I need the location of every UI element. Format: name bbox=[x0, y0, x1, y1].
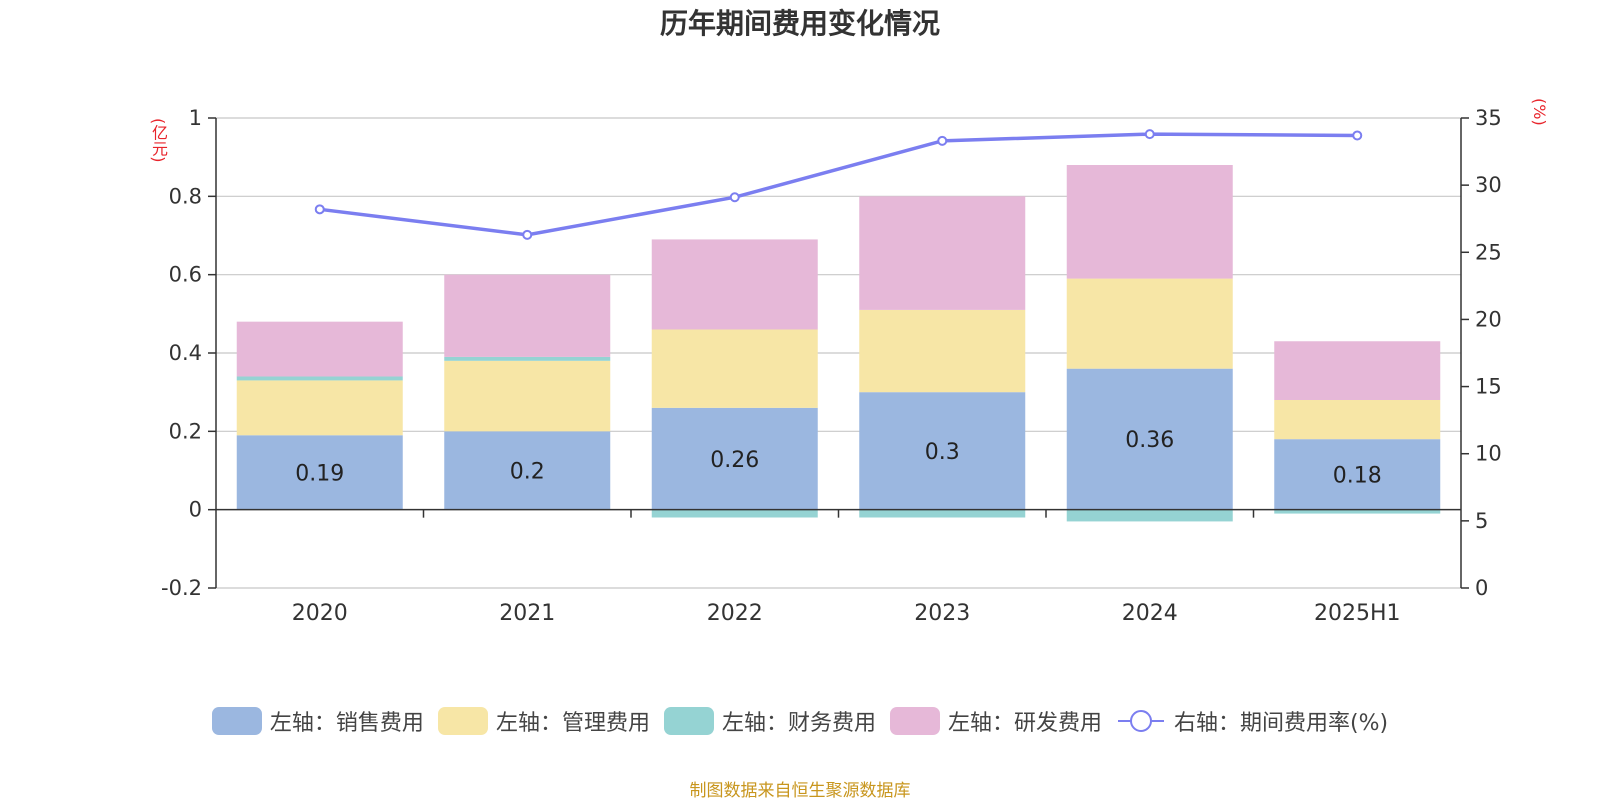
bar-finance-2023 bbox=[859, 509, 1026, 518]
right-axis-unit-label: (%) bbox=[1530, 98, 1549, 126]
legend-item-admin[interactable]: 左轴：管理费用 bbox=[437, 705, 650, 737]
legend-swatch-sales bbox=[211, 707, 262, 735]
bar-admin-2020 bbox=[236, 380, 403, 436]
left-tick-label: 0 bbox=[189, 498, 202, 522]
bar-admin-2023 bbox=[859, 309, 1026, 393]
left-tick-label: 1 bbox=[189, 106, 202, 130]
expense-ratio-point bbox=[729, 192, 740, 203]
right-tick-label: 25 bbox=[1475, 240, 1502, 264]
bar-rnd-2022 bbox=[651, 239, 818, 330]
bar-rnd-2021 bbox=[444, 274, 611, 357]
bar-admin-2024 bbox=[1066, 278, 1233, 369]
bar-finance-2025H1 bbox=[1274, 509, 1441, 514]
category-label: 2020 bbox=[292, 601, 348, 626]
expense-ratio-point bbox=[522, 229, 533, 240]
legend-item-finance[interactable]: 左轴：财务费用 bbox=[663, 705, 876, 737]
bar-rnd-2024 bbox=[1066, 165, 1233, 279]
bar-rnd-2025H1 bbox=[1274, 341, 1441, 400]
legend-item-sales[interactable]: 左轴：销售费用 bbox=[211, 705, 424, 737]
legend-swatch-admin bbox=[437, 707, 488, 735]
left-tick-label: 0.6 bbox=[169, 263, 202, 287]
left-axis-unit-label: (亿元) bbox=[149, 118, 168, 163]
chart-legend: 左轴：销售费用 左轴：管理费用 左轴：财务费用 左轴：研发费用 右轴：期间费用率… bbox=[0, 705, 1600, 737]
data-label: 0.3 bbox=[925, 440, 960, 465]
left-tick-label: -0.2 bbox=[161, 576, 202, 600]
legend-label-sales: 左轴：销售费用 bbox=[269, 711, 424, 736]
category-label: 2023 bbox=[914, 601, 970, 626]
data-label: 0.26 bbox=[710, 448, 759, 473]
category-label: 2024 bbox=[1122, 601, 1178, 626]
right-tick-label: 10 bbox=[1475, 442, 1502, 466]
expense-ratio-line bbox=[319, 132, 1358, 237]
expense-ratio-point bbox=[314, 204, 325, 215]
data-label: 0.18 bbox=[1333, 463, 1382, 488]
bar-admin-2025H1 bbox=[1274, 400, 1441, 440]
data-label: 0.19 bbox=[295, 461, 344, 486]
right-tick-label: 15 bbox=[1475, 375, 1502, 399]
legend-item-expense-ratio[interactable]: 右轴：期间费用率(%) bbox=[1116, 705, 1388, 737]
legend-label-rnd: 左轴：研发费用 bbox=[947, 711, 1102, 736]
data-label: 0.2 bbox=[510, 460, 545, 485]
legend-label-admin: 左轴：管理费用 bbox=[495, 711, 650, 736]
category-label: 2022 bbox=[707, 601, 763, 626]
expense-ratio-point bbox=[937, 135, 948, 146]
category-label: 2025H1 bbox=[1314, 601, 1401, 626]
legend-label-expense-ratio: 右轴：期间费用率(%) bbox=[1173, 711, 1389, 736]
right-tick-label: 5 bbox=[1475, 509, 1488, 533]
right-tick-label: 35 bbox=[1475, 106, 1502, 130]
bar-sales-2021 bbox=[444, 431, 611, 510]
bar-admin-2022 bbox=[651, 329, 818, 408]
legend-swatch-finance bbox=[663, 707, 714, 735]
right-tick-label: 0 bbox=[1475, 576, 1488, 600]
bar-finance-2020 bbox=[236, 376, 403, 381]
right-tick-label: 20 bbox=[1475, 307, 1502, 331]
expense-ratio-point bbox=[1352, 130, 1363, 141]
bar-sales-2023 bbox=[859, 392, 1026, 510]
bar-sales-2022 bbox=[651, 407, 818, 510]
bar-finance-2024 bbox=[1066, 509, 1233, 522]
category-label: 2021 bbox=[499, 601, 555, 626]
bar-rnd-2023 bbox=[859, 196, 1026, 310]
source-note: 制图数据来自恒生聚源数据库 bbox=[689, 781, 911, 801]
legend-swatch-rnd bbox=[889, 707, 940, 735]
legend-label-finance: 左轴：财务费用 bbox=[721, 711, 876, 736]
legend-line-marker-icon bbox=[1117, 710, 1164, 732]
legend-item-rnd[interactable]: 左轴：研发费用 bbox=[889, 705, 1102, 737]
bar-sales-2025H1 bbox=[1274, 439, 1441, 510]
chart-title: 历年期间费用变化情况 bbox=[659, 7, 940, 40]
right-tick-label: 30 bbox=[1475, 173, 1502, 197]
left-tick-label: 0.2 bbox=[169, 419, 202, 443]
expense-ratio-point bbox=[1144, 129, 1155, 140]
bar-sales-2024 bbox=[1066, 368, 1233, 510]
bar-rnd-2020 bbox=[236, 321, 403, 377]
bar-finance-2022 bbox=[651, 509, 818, 518]
left-tick-label: 0.4 bbox=[169, 341, 202, 365]
data-label: 0.36 bbox=[1125, 428, 1174, 453]
bar-sales-2020 bbox=[236, 435, 403, 510]
left-tick-label: 0.8 bbox=[169, 184, 202, 208]
bar-admin-2021 bbox=[444, 360, 611, 432]
bar-finance-2021 bbox=[444, 356, 611, 361]
